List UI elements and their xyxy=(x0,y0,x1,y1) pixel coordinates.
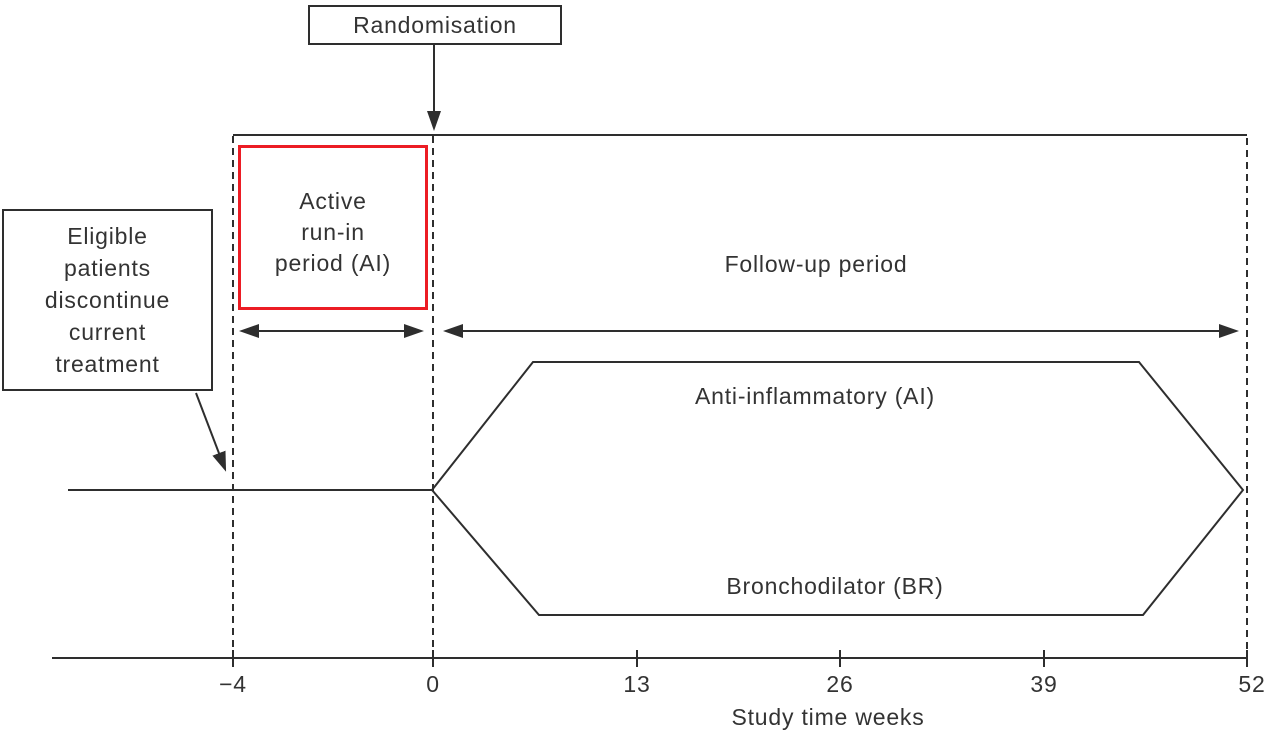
eligible-line: discontinue xyxy=(44,287,171,313)
dashed-marker-lines xyxy=(232,136,1248,658)
tick-label-13: 13 xyxy=(623,671,651,697)
run-in-line: Active xyxy=(299,188,367,214)
eligible-line: treatment xyxy=(55,351,160,377)
axis-title: Study time weeks xyxy=(731,704,925,730)
eligible-line: current xyxy=(68,319,147,345)
follow-up-period-label: Follow-up period xyxy=(724,251,908,277)
axis-tick-marks xyxy=(232,650,1248,667)
tick-label-26: 26 xyxy=(826,671,854,697)
tick-label-0: 0 xyxy=(426,671,440,697)
tick-label-minus4: −4 xyxy=(219,671,247,697)
run-in-line: run-in xyxy=(301,219,365,245)
active-run-in-box: Active run-in period (AI) xyxy=(238,145,428,310)
eligible-line: patients xyxy=(64,255,151,281)
randomisation-box: Randomisation xyxy=(308,5,562,45)
eligible-patients-box: Eligible patients discontinue current tr… xyxy=(2,209,213,391)
arm-anti-inflammatory-label: Anti-inflammatory (AI) xyxy=(695,383,935,409)
run-in-line: period (AI) xyxy=(274,250,392,276)
eligible-patients-arrow xyxy=(195,392,227,472)
treatment-arms-shape xyxy=(430,361,1245,616)
randomisation-label: Randomisation xyxy=(353,11,517,38)
arm-bronchodilator-label: Bronchodilator (BR) xyxy=(726,573,944,599)
eligible-line: Eligible xyxy=(67,223,148,249)
tick-label-52: 52 xyxy=(1238,671,1266,697)
tick-label-39: 39 xyxy=(1030,671,1058,697)
